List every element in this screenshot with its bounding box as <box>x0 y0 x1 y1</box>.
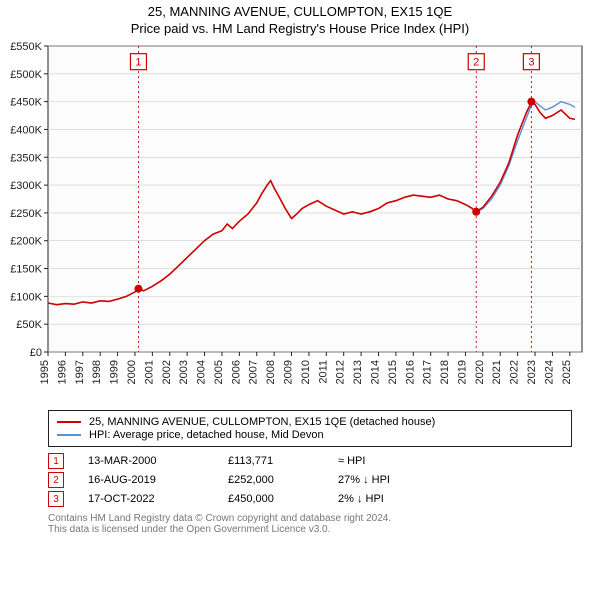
legend-item: HPI: Average price, detached house, Mid … <box>57 429 563 441</box>
legend-label: 25, MANNING AVENUE, CULLOMPTON, EX15 1QE… <box>89 416 435 428</box>
notes-line-1: Contains HM Land Registry data © Crown c… <box>48 513 572 524</box>
y-tick-label: £50K <box>16 319 42 331</box>
x-tick-label: 2001 <box>143 360 155 384</box>
sale-date: 17-OCT-2022 <box>88 493 228 505</box>
x-tick-label: 2022 <box>509 360 521 384</box>
x-tick-label: 2020 <box>474 360 486 384</box>
x-tick-label: 2004 <box>196 360 208 384</box>
x-tick-label: 2021 <box>491 360 503 384</box>
sale-row: 3 17-OCT-2022£450,0002% ↓ HPI <box>48 491 572 507</box>
sale-price: £113,771 <box>228 455 338 467</box>
y-tick-label: £0 <box>30 347 42 359</box>
sale-label-num: 2 <box>473 57 479 69</box>
x-tick-label: 2007 <box>248 360 260 384</box>
y-tick-label: £450K <box>10 97 42 109</box>
sale-marker-icon: 3 <box>48 491 64 507</box>
x-tick-label: 2002 <box>161 360 173 384</box>
y-tick-label: £500K <box>10 69 42 81</box>
x-tick-label: 2018 <box>439 360 451 384</box>
sale-label-num: 1 <box>135 57 141 69</box>
sale-point <box>527 98 535 106</box>
y-tick-label: £550K <box>10 41 42 53</box>
x-tick-label: 2003 <box>178 360 190 384</box>
chart-title: 25, MANNING AVENUE, CULLOMPTON, EX15 1QE <box>0 4 600 19</box>
sale-hpi-rel: ≈ HPI <box>338 455 365 467</box>
sale-point <box>134 285 142 293</box>
x-tick-label: 2017 <box>422 360 434 384</box>
x-tick-label: 2016 <box>404 360 416 384</box>
sale-date: 16-AUG-2019 <box>88 474 228 486</box>
x-tick-label: 2025 <box>561 360 573 384</box>
sale-label-num: 3 <box>528 57 534 69</box>
sale-point <box>472 208 480 216</box>
x-tick-label: 2006 <box>230 360 242 384</box>
x-tick-label: 2009 <box>283 360 295 384</box>
y-tick-label: £350K <box>10 152 42 164</box>
sale-hpi-rel: 27% ↓ HPI <box>338 474 390 486</box>
x-tick-label: 2011 <box>317 360 329 384</box>
x-tick-label: 2012 <box>335 360 347 384</box>
notes-line-2: This data is licensed under the Open Gov… <box>48 524 572 535</box>
y-tick-label: £100K <box>10 291 42 303</box>
x-tick-label: 2008 <box>265 360 277 384</box>
sale-hpi-rel: 2% ↓ HPI <box>338 493 384 505</box>
legend: 25, MANNING AVENUE, CULLOMPTON, EX15 1QE… <box>48 410 572 447</box>
sales-table: 1 13-MAR-2000£113,771≈ HPI 2 16-AUG-2019£25… <box>48 453 572 507</box>
y-tick-label: £300K <box>10 180 42 192</box>
sale-price: £252,000 <box>228 474 338 486</box>
price-chart: £0 £50K £100K £150K £200K £250K £300K £350K £400… <box>0 36 600 406</box>
x-tick-label: 2000 <box>126 360 138 384</box>
sale-row: 1 13-MAR-2000£113,771≈ HPI <box>48 453 572 469</box>
y-tick-label: £250K <box>10 208 42 220</box>
chart-subtitle: Price paid vs. HM Land Registry's House … <box>0 21 600 36</box>
sale-marker-icon: 2 <box>48 472 64 488</box>
x-tick-label: 1998 <box>91 360 103 384</box>
y-tick-label: £400K <box>10 124 42 136</box>
x-tick-label: 2013 <box>352 360 364 384</box>
x-tick-label: 2010 <box>300 360 312 384</box>
x-tick-label: 1995 <box>39 360 51 384</box>
x-tick-label: 2024 <box>543 360 555 384</box>
sale-date: 13-MAR-2000 <box>88 455 228 467</box>
sale-marker-icon: 1 <box>48 453 64 469</box>
x-tick-label: 1999 <box>109 360 121 384</box>
legend-label: HPI: Average price, detached house, Mid … <box>89 429 324 441</box>
legend-swatch <box>57 421 81 423</box>
legend-item: 25, MANNING AVENUE, CULLOMPTON, EX15 1QE… <box>57 416 563 428</box>
x-tick-label: 2005 <box>213 360 225 384</box>
legend-swatch <box>57 434 81 436</box>
x-tick-label: 2014 <box>369 360 381 384</box>
y-tick-label: £150K <box>10 264 42 276</box>
y-tick-label: £200K <box>10 236 42 248</box>
x-tick-label: 2023 <box>526 360 538 384</box>
x-tick-label: 2015 <box>387 360 399 384</box>
sale-price: £450,000 <box>228 493 338 505</box>
sale-row: 2 16-AUG-2019£252,00027% ↓ HPI <box>48 472 572 488</box>
x-tick-label: 1996 <box>56 360 68 384</box>
x-tick-label: 1997 <box>74 360 86 384</box>
x-tick-label: 2019 <box>456 360 468 384</box>
